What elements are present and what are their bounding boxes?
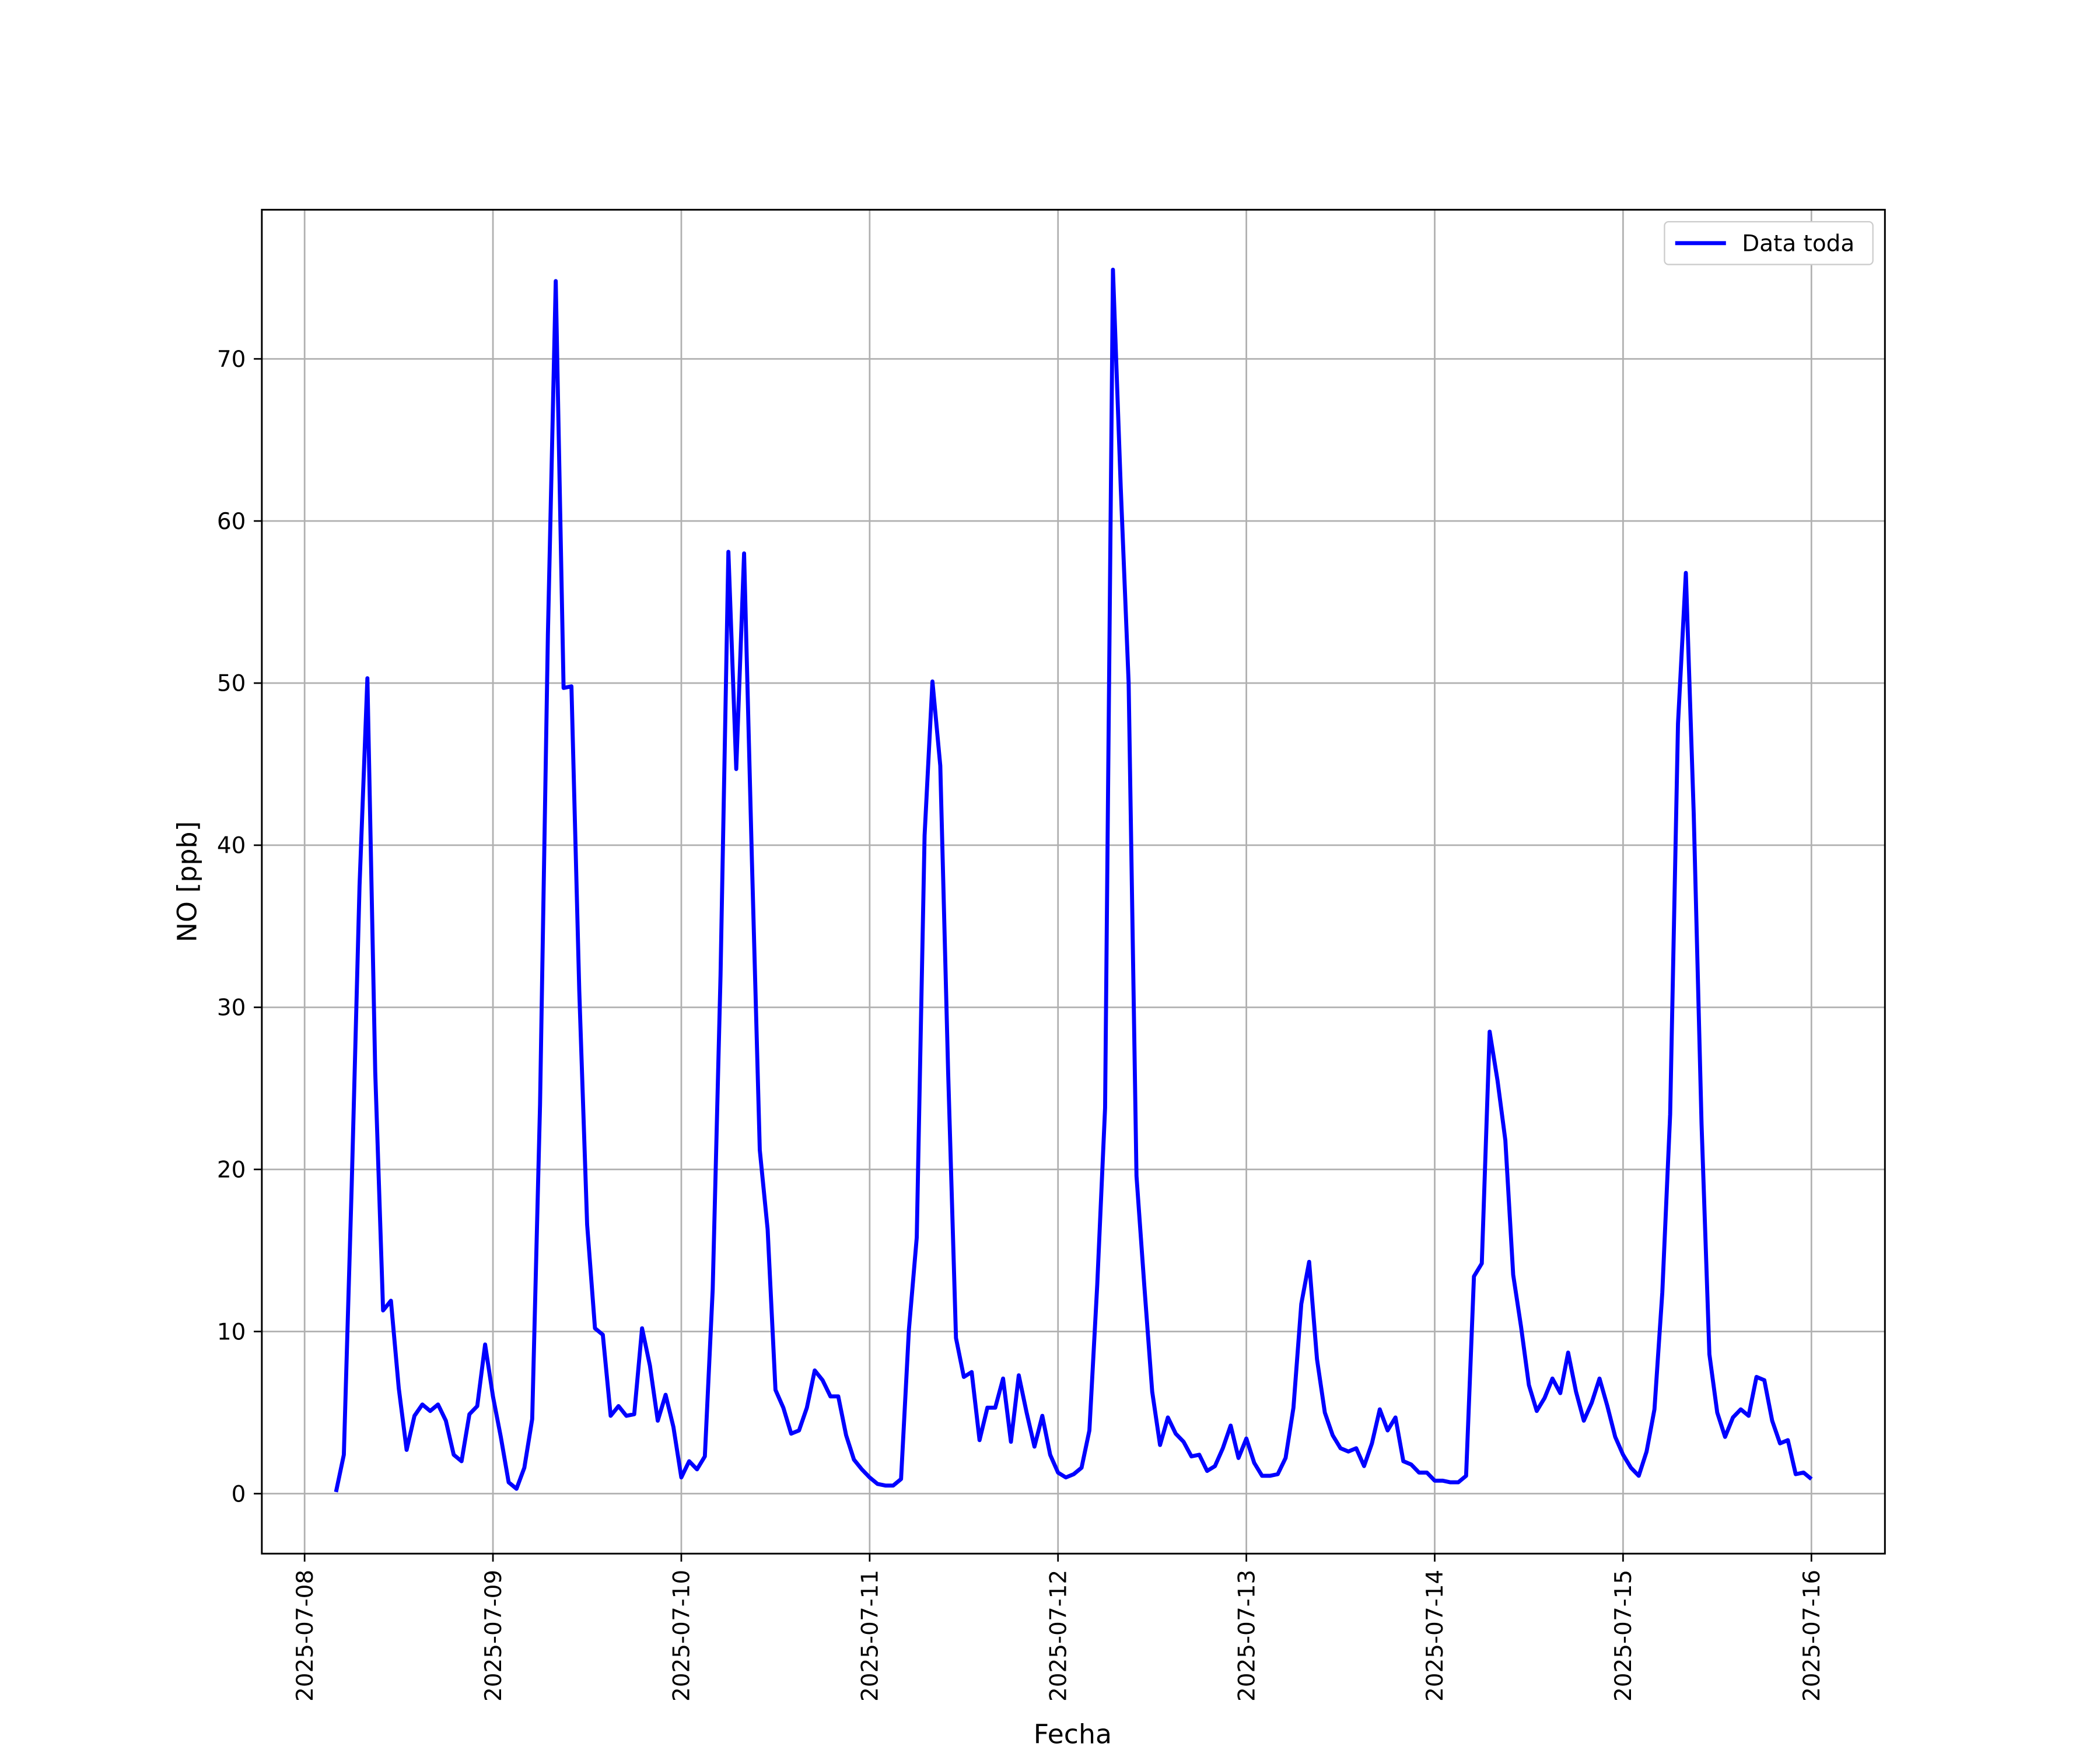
y-tick-label: 10 — [217, 1319, 246, 1345]
y-tick-label: 0 — [232, 1481, 246, 1507]
y-tick-label: 30 — [217, 995, 246, 1021]
x-tick-label: 2025-07-16 — [1799, 1570, 1825, 1702]
x-axis-label: Fecha — [1034, 1718, 1112, 1750]
x-tick-label: 2025-07-15 — [1611, 1570, 1637, 1702]
x-tick-label: 2025-07-09 — [481, 1570, 507, 1702]
legend-label: Data toda — [1742, 231, 1854, 257]
y-tick-label: 70 — [217, 346, 246, 373]
y-tick-label: 60 — [217, 509, 246, 535]
data-line — [334, 267, 1813, 1493]
plot-frame — [261, 209, 1886, 1555]
x-tick-label: 2025-07-13 — [1234, 1570, 1260, 1702]
y-axis-label: NO [ppb] — [172, 821, 203, 943]
x-tick-label: 2025-07-12 — [1045, 1570, 1072, 1702]
y-tick-label: 40 — [217, 833, 246, 859]
x-tick-label: 2025-07-14 — [1422, 1570, 1448, 1702]
x-tick-label: 2025-07-11 — [858, 1570, 884, 1702]
y-tick-label: 50 — [217, 671, 246, 697]
y-tick-label: 20 — [217, 1157, 246, 1183]
x-tick-label: 2025-07-10 — [669, 1570, 695, 1702]
x-tick-label: 2025-07-08 — [292, 1570, 318, 1702]
legend-box — [1664, 221, 1874, 265]
